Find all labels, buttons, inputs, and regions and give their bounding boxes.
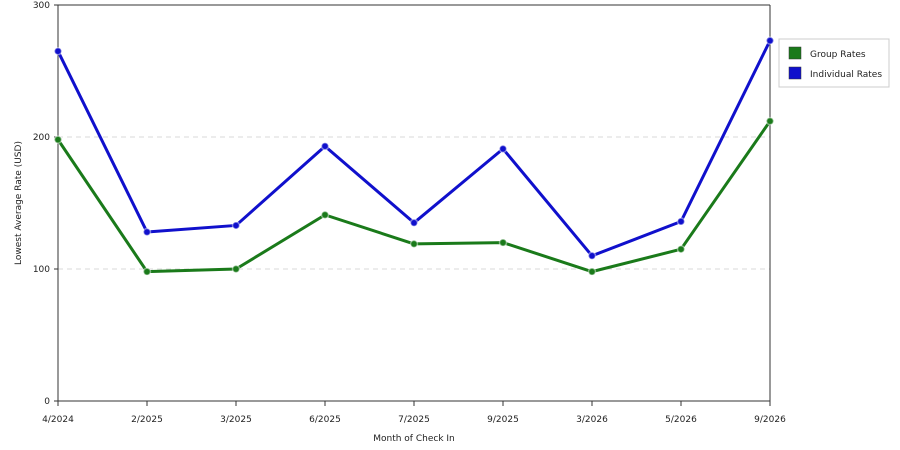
- x-tick-label-8: 9/2026: [754, 415, 786, 425]
- x-tick-label-2: 3/2025: [220, 415, 252, 425]
- data-point-group-rates-6: [587, 267, 597, 276]
- y-ticks: 0 100 200 300: [33, 1, 58, 407]
- x-ticks: 4/2024 2/2025 3/2025 6/2025 7/2025 9/2025 3/20…: [42, 401, 786, 425]
- data-point-group-rates-8: [765, 116, 775, 126]
- data-point-individual-rates-1: [142, 227, 152, 237]
- x-axis-title: Month of Check In: [373, 434, 455, 444]
- data-point-individual-rates-0: [53, 46, 63, 56]
- plot-background: [58, 5, 770, 401]
- x-tick-label-3: 6/2025: [309, 415, 341, 425]
- data-point-group-rates-1: [142, 267, 152, 276]
- y-tick-label-300: 300: [33, 1, 50, 11]
- data-point-individual-rates-7: [676, 217, 686, 226]
- x-tick-label-4: 7/2025: [398, 415, 430, 425]
- y-tick-label-200: 200: [33, 133, 50, 143]
- x-tick-label-0: 4/2024: [42, 415, 74, 425]
- data-point-group-rates-0: [53, 135, 63, 144]
- data-point-individual-rates-4: [409, 218, 419, 228]
- legend-swatch-individual-rates: [788, 66, 802, 80]
- x-tick-label-1: 2/2025: [131, 415, 163, 425]
- legend-swatch-group-rates: [788, 46, 802, 60]
- x-tick-label-6: 3/2026: [576, 415, 608, 425]
- data-point-individual-rates-5: [498, 144, 508, 154]
- gridlines: [58, 136, 770, 270]
- data-point-individual-rates-2: [231, 221, 241, 230]
- data-point-group-rates-7: [676, 244, 686, 254]
- y-tick-label-100: 100: [33, 265, 50, 275]
- y-tick-label-0: 0: [44, 397, 50, 407]
- data-point-group-rates-5: [498, 238, 508, 247]
- data-point-group-rates-4: [409, 239, 419, 249]
- data-point-group-rates-2: [231, 264, 241, 274]
- data-point-individual-rates-6: [587, 251, 597, 261]
- y-axis-title: Lowest Average Rate (USD): [14, 141, 24, 265]
- x-tick-label-7: 5/2026: [665, 415, 697, 425]
- legend-label-individual-rates: Individual Rates: [810, 70, 882, 80]
- data-point-individual-rates-8: [765, 36, 775, 45]
- data-point-individual-rates-3: [320, 141, 330, 151]
- series-lines: [53, 36, 775, 276]
- x-tick-label-5: 9/2025: [487, 415, 519, 425]
- legend: Group Rates Individual Rates: [778, 38, 890, 88]
- legend-label-group-rates: Group Rates: [810, 50, 866, 60]
- data-point-group-rates-3: [320, 210, 330, 220]
